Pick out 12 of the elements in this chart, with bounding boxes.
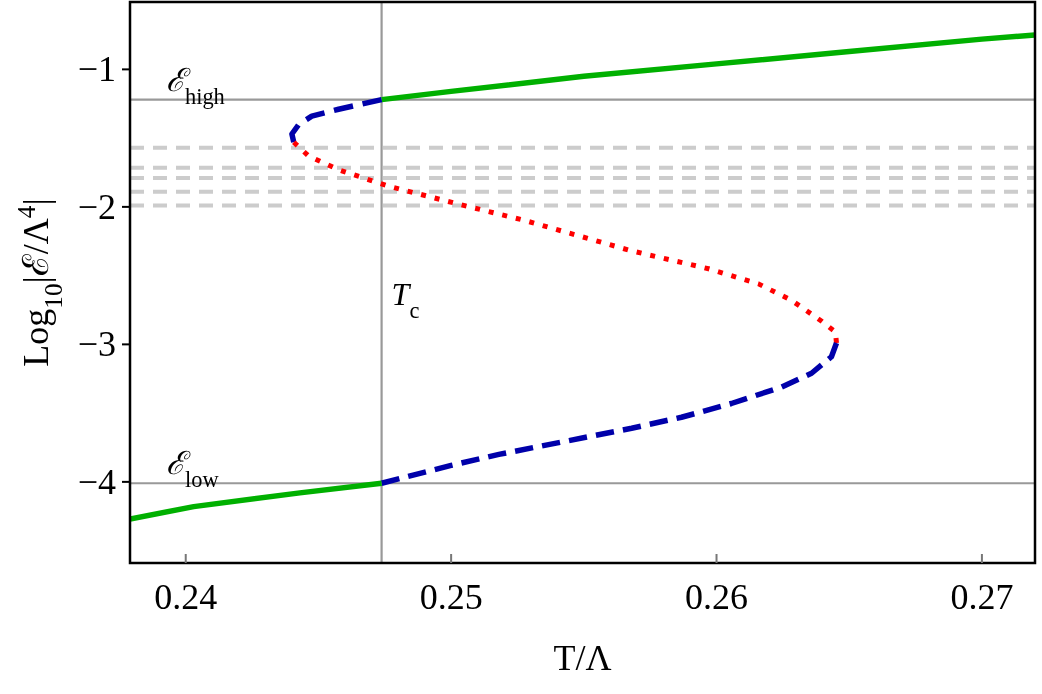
y-tick-label: −3 xyxy=(77,324,116,365)
y-tick-label: −2 xyxy=(77,186,116,227)
x-tick-label: 0.24 xyxy=(154,577,218,617)
x-axis-title: T/Λ xyxy=(553,638,612,678)
x-tick-label: 0.27 xyxy=(950,577,1014,617)
x-tick-label: 0.25 xyxy=(419,577,483,617)
ref-line-label: T$_{c}$ xyxy=(391,275,420,322)
ref-line-label: ℰ$_{low}$ xyxy=(166,445,220,492)
y-tick-label: −4 xyxy=(77,461,116,502)
x-tick-label: 0.26 xyxy=(685,577,749,617)
ref-line-label: ℰ$_{high}$ xyxy=(166,61,225,109)
y-tick-label: −1 xyxy=(77,49,116,90)
